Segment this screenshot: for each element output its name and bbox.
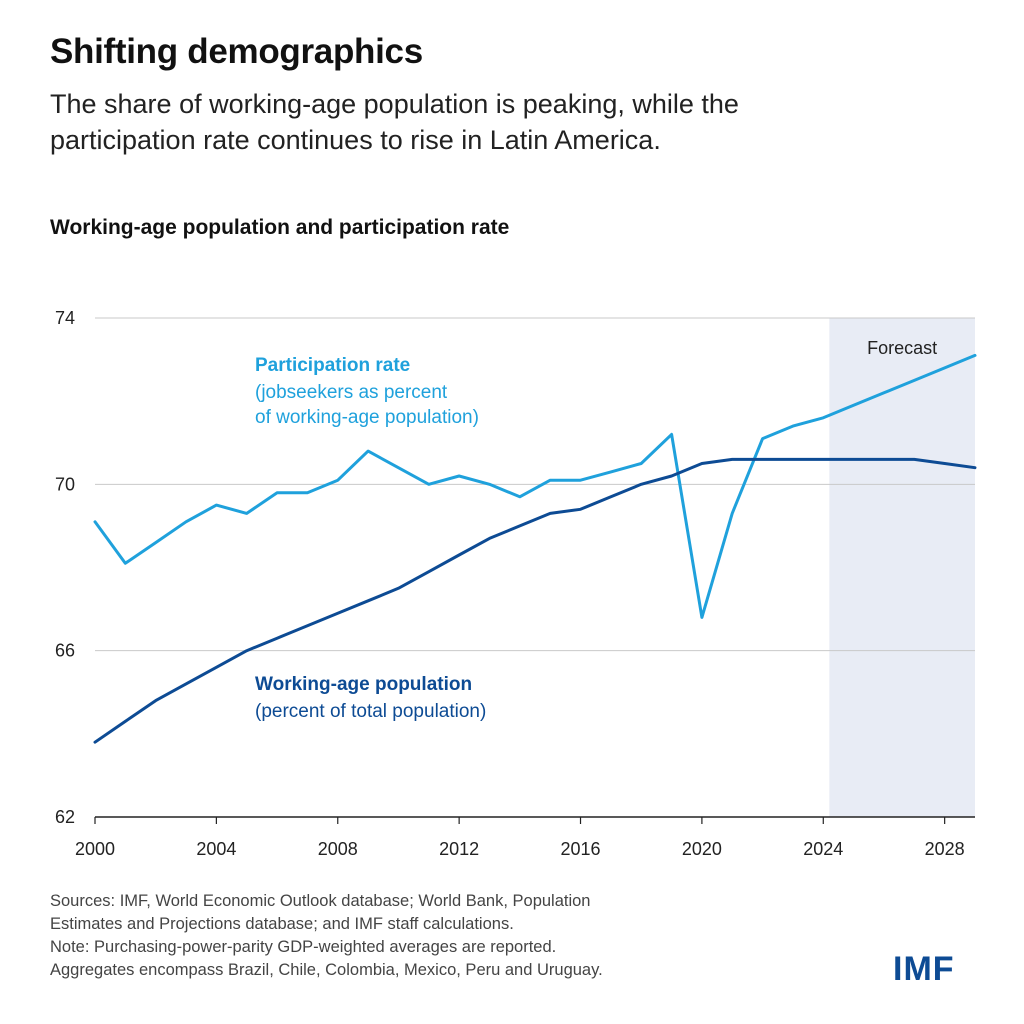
x-tick-label: 2012 <box>439 839 479 859</box>
y-tick-label: 66 <box>55 641 75 661</box>
y-axis-ticks: 62 66 70 74 <box>55 308 75 827</box>
notes-line-2: Estimates and Projections database; and … <box>50 915 514 933</box>
working-age-population-line <box>93 457 977 744</box>
source-notes: Sources: IMF, World Economic Outlook dat… <box>50 890 810 982</box>
x-axis-ticks: 2000 2004 2008 2012 2016 2020 2024 2028 <box>75 817 965 859</box>
x-tick-label: 2004 <box>196 839 236 859</box>
participation-rate-line <box>93 353 977 619</box>
participation-rate-note-2: of working-age population) <box>255 407 479 428</box>
working-age-label: Working-age population <box>255 674 472 695</box>
x-tick-label: 2000 <box>75 839 115 859</box>
y-tick-label: 74 <box>55 308 75 328</box>
x-tick-label: 2020 <box>682 839 722 859</box>
participation-rate-label: Participation rate <box>255 355 410 376</box>
subtitle-line-1: The share of working-age population is p… <box>50 89 739 119</box>
page-subtitle: The share of working-age population is p… <box>50 86 950 158</box>
line-chart: 62 66 70 74 2000 2004 2008 2012 2016 2020 2024 202… <box>55 308 977 859</box>
y-tick-label: 62 <box>55 807 75 827</box>
x-tick-label: 2008 <box>318 839 358 859</box>
x-tick-label: 2016 <box>560 839 600 859</box>
x-tick-label: 2024 <box>803 839 843 859</box>
notes-line-1: Sources: IMF, World Economic Outlook dat… <box>50 892 591 910</box>
series-lines <box>93 353 977 744</box>
grid-lines <box>95 317 975 818</box>
page-title: Shifting demographics <box>50 32 423 71</box>
subtitle-line-2: participation rate continues to rise in … <box>50 125 661 155</box>
notes-line-4: Aggregates encompass Brazil, Chile, Colo… <box>50 961 603 979</box>
working-age-note: (percent of total population) <box>255 701 486 722</box>
chart-title: Working-age population and participation… <box>50 216 510 239</box>
notes-line-3: Note: Purchasing-power-parity GDP-weight… <box>50 938 557 956</box>
x-tick-label: 2028 <box>925 839 965 859</box>
forecast-label: Forecast <box>867 338 937 358</box>
forecast-band <box>829 318 975 817</box>
y-tick-label: 70 <box>55 474 75 494</box>
participation-rate-note: (jobseekers as percent <box>255 382 448 403</box>
imf-logo: IMF <box>893 950 955 988</box>
